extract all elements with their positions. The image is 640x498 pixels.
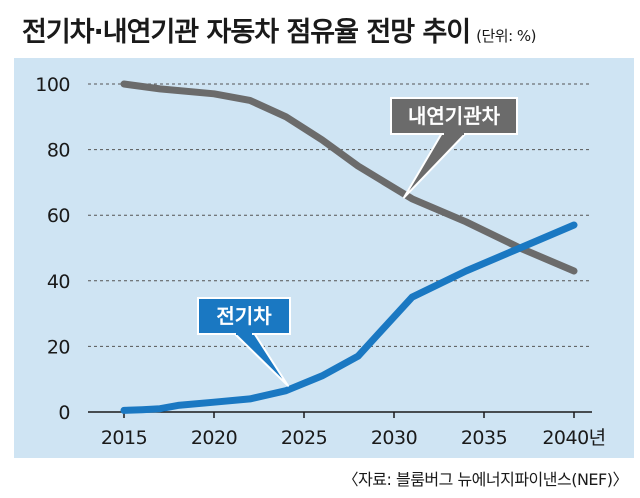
x-tick-label-2030: 2030 <box>371 427 417 449</box>
ev-callout-label: 전기차 <box>216 304 272 328</box>
x-tick-label-2035: 2035 <box>461 427 507 449</box>
y-tick-label-40: 40 <box>47 271 70 293</box>
y-tick-label-60: 60 <box>47 205 70 227</box>
y-tick-label-20: 20 <box>47 336 70 358</box>
source-note: 〈자료: 블룸버그 뉴에너지파이낸스(NEF)〉 <box>342 470 629 489</box>
y-tick-label-80: 80 <box>47 140 70 162</box>
ice-callout-pointer <box>403 132 467 199</box>
x-tick-label-2040: 2040년 <box>542 427 605 449</box>
x-tick-label-2015: 2015 <box>101 427 147 449</box>
y-tick-label-100: 100 <box>35 74 70 96</box>
x-tick-label-2025: 2025 <box>281 427 327 449</box>
unit-label: (단위: %) <box>476 27 537 45</box>
ice-callout-label: 내연기관차 <box>408 104 501 128</box>
chart-title-row: 전기차·내연기관 자동차 점유율 전망 추이 (단위: %) <box>22 10 537 50</box>
ev-callout-seam <box>236 330 252 335</box>
ev-callout-pointer <box>233 332 289 387</box>
ev-share-line <box>120 221 578 414</box>
ice-callout-seam <box>444 130 464 135</box>
ice-share-line <box>120 80 578 275</box>
ice-callout-box <box>390 97 518 135</box>
line-chart: 0 20 40 60 80 100 2015 2020 2025 2030 2035 2040년 내연기… <box>35 74 606 449</box>
y-tick-label-0: 0 <box>58 402 70 424</box>
x-tick-label-2020: 2020 <box>191 427 237 449</box>
chart-panel: 0 20 40 60 80 100 2015 2020 2025 2030 2035 2040년 내연기… <box>14 58 634 458</box>
chart-title: 전기차·내연기관 자동차 점유율 전망 추이 <box>22 17 471 48</box>
